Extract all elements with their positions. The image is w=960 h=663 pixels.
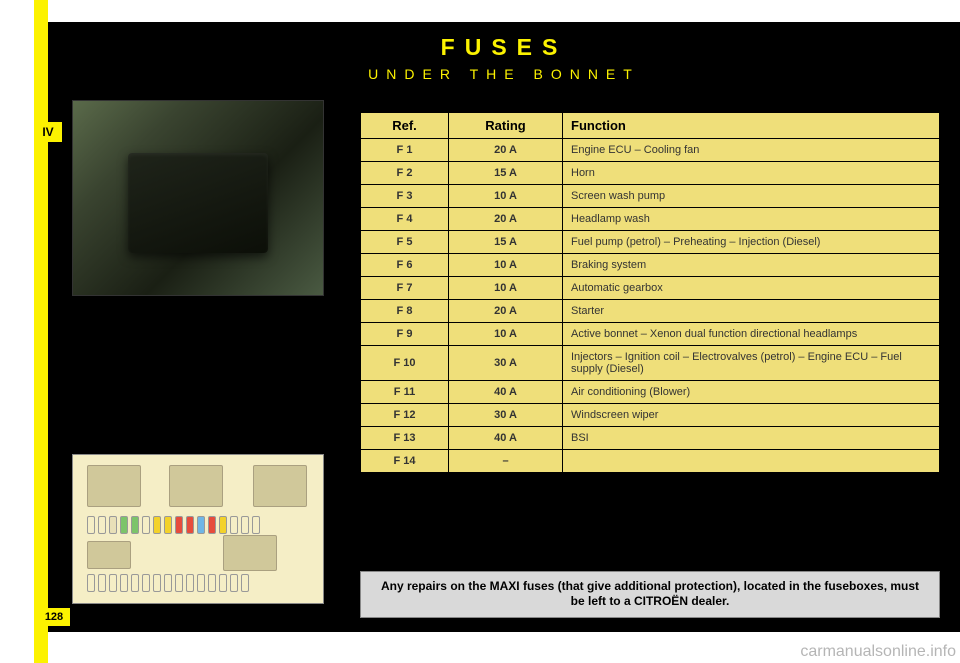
- cell-function: Injectors – Ignition coil – Electrovalve…: [563, 346, 940, 381]
- table-row: F 1030 AInjectors – Ignition coil – Elec…: [361, 346, 940, 381]
- cell-function: Air conditioning (Blower): [563, 381, 940, 404]
- page-subtitle: UNDER THE BONNET: [48, 66, 960, 82]
- fusebox-diagram: [72, 454, 324, 604]
- cell-rating: 10 A: [449, 254, 563, 277]
- table-row: F 310 AScreen wash pump: [361, 185, 940, 208]
- page-body: FUSES UNDER THE BONNET IV 128 Ref.: [48, 22, 960, 632]
- cell-ref: F 1: [361, 139, 449, 162]
- table-row: F 710 AAutomatic gearbox: [361, 277, 940, 300]
- cell-rating: 20 A: [449, 208, 563, 231]
- cell-function: Automatic gearbox: [563, 277, 940, 300]
- cell-ref: F 12: [361, 404, 449, 427]
- page-number: 128: [38, 608, 70, 626]
- column-header-ref: Ref.: [361, 113, 449, 139]
- cell-function: Windscreen wiper: [563, 404, 940, 427]
- table-header-row: Ref. Rating Function: [361, 113, 940, 139]
- cell-ref: F 14: [361, 450, 449, 473]
- cell-rating: 10 A: [449, 185, 563, 208]
- table-row: F 820 AStarter: [361, 300, 940, 323]
- table-row: F 215 AHorn: [361, 162, 940, 185]
- table-row: F 14–: [361, 450, 940, 473]
- cell-rating: –: [449, 450, 563, 473]
- table-row: F 1340 ABSI: [361, 427, 940, 450]
- cell-function: Engine ECU – Cooling fan: [563, 139, 940, 162]
- cell-function: BSI: [563, 427, 940, 450]
- cell-rating: 15 A: [449, 162, 563, 185]
- cell-rating: 30 A: [449, 346, 563, 381]
- cell-rating: 15 A: [449, 231, 563, 254]
- section-marker: IV: [34, 122, 62, 142]
- column-header-function: Function: [563, 113, 940, 139]
- cell-function: Active bonnet – Xenon dual function dire…: [563, 323, 940, 346]
- cell-ref: F 8: [361, 300, 449, 323]
- cell-function: Horn: [563, 162, 940, 185]
- relay-block: [223, 535, 277, 571]
- cell-rating: 40 A: [449, 381, 563, 404]
- engine-fusebox-photo: [72, 100, 324, 296]
- cell-function: [563, 450, 940, 473]
- cell-ref: F 13: [361, 427, 449, 450]
- relay-block: [169, 465, 223, 507]
- relay-block: [87, 465, 141, 507]
- table-row: F 1140 AAir conditioning (Blower): [361, 381, 940, 404]
- cell-rating: 20 A: [449, 300, 563, 323]
- cell-function: Fuel pump (petrol) – Preheating – Inject…: [563, 231, 940, 254]
- relay-block: [87, 541, 131, 569]
- watermark: carmanualsonline.info: [800, 643, 956, 661]
- cell-ref: F 11: [361, 381, 449, 404]
- table-row: F 610 ABraking system: [361, 254, 940, 277]
- cell-rating: 10 A: [449, 323, 563, 346]
- cell-ref: F 10: [361, 346, 449, 381]
- cell-ref: F 2: [361, 162, 449, 185]
- cell-rating: 30 A: [449, 404, 563, 427]
- relay-block: [253, 465, 307, 507]
- fuse-row: [87, 573, 309, 593]
- fuse-row: [87, 513, 309, 537]
- cell-ref: F 7: [361, 277, 449, 300]
- warning-note: Any repairs on the MAXI fuses (that give…: [360, 571, 940, 618]
- cell-function: Headlamp wash: [563, 208, 940, 231]
- fuse-table: Ref. Rating Function F 120 AEngine ECU –…: [360, 112, 940, 473]
- cell-ref: F 5: [361, 231, 449, 254]
- page-title: FUSES: [48, 34, 960, 61]
- cell-ref: F 3: [361, 185, 449, 208]
- table-row: F 1230 AWindscreen wiper: [361, 404, 940, 427]
- table-row: F 120 AEngine ECU – Cooling fan: [361, 139, 940, 162]
- cell-function: Braking system: [563, 254, 940, 277]
- column-header-rating: Rating: [449, 113, 563, 139]
- left-yellow-bar: [34, 0, 48, 663]
- table-row: F 420 AHeadlamp wash: [361, 208, 940, 231]
- cell-function: Starter: [563, 300, 940, 323]
- cell-function: Screen wash pump: [563, 185, 940, 208]
- cell-ref: F 6: [361, 254, 449, 277]
- cell-ref: F 9: [361, 323, 449, 346]
- table-row: F 515 AFuel pump (petrol) – Preheating –…: [361, 231, 940, 254]
- cell-rating: 20 A: [449, 139, 563, 162]
- table-row: F 910 AActive bonnet – Xenon dual functi…: [361, 323, 940, 346]
- cell-rating: 10 A: [449, 277, 563, 300]
- cell-ref: F 4: [361, 208, 449, 231]
- cell-rating: 40 A: [449, 427, 563, 450]
